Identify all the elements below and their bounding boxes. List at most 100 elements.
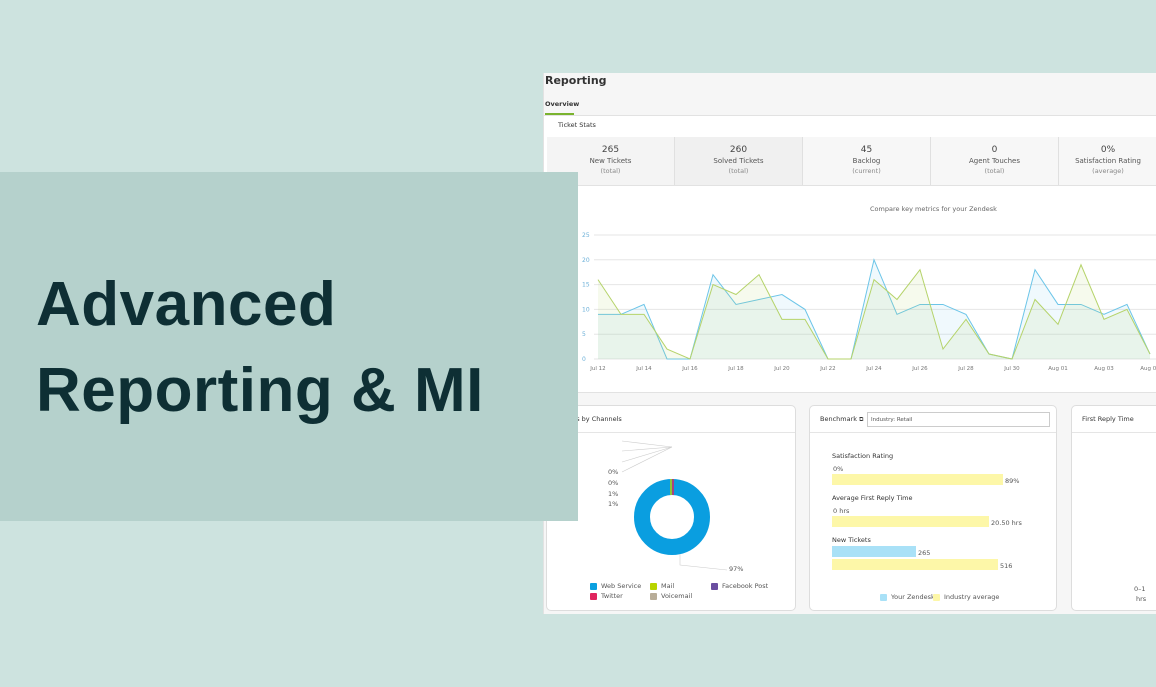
stat-label: Backlog [852, 157, 881, 165]
headline-line-1: Advanced [36, 270, 337, 339]
x-tick-label: Jul 26 [911, 366, 928, 372]
headline-line-2: Reporting & MI [36, 356, 484, 425]
stat-value: 260 [729, 145, 748, 155]
legend-your-zendesk: Your Zendesk [880, 593, 935, 601]
first-reply-panel: First Reply Time 0–1 hrs [1071, 405, 1156, 611]
bar-industry [832, 474, 1003, 485]
stat-label: New Tickets [589, 157, 632, 165]
legend-label: Mail [661, 582, 675, 590]
legend-mail[interactable]: Mail [650, 582, 674, 590]
ticket-stats-title: Ticket Stats [558, 121, 596, 129]
channels-panel: Tickets by Channels 0% 0% 1% 1% 97% Web … [546, 405, 796, 611]
legend-label: Your Zendesk [891, 593, 935, 601]
legend-label: Industry average [944, 593, 1000, 601]
series-area [598, 259, 1150, 359]
y-tick-label: 5 [582, 331, 586, 338]
donut-label: 1% [608, 490, 619, 498]
chart-title: Compare key metrics for your Zendesk [870, 205, 997, 213]
y-tick-label: 0 [582, 356, 586, 363]
series-line [597, 263, 1151, 360]
metric-label: Average First Reply Time [832, 494, 913, 502]
legend-industry-average: Industry average [933, 593, 999, 601]
line-chart: 0 5 10 15 20 25 Jul 12 Jul 14 Jul 16 Jul 18 Jul 20… [582, 232, 1156, 372]
stat-satisfaction[interactable]: 0% Satisfaction Rating (average) [1059, 137, 1156, 185]
stat-sub: (total) [984, 167, 1005, 175]
tab-overview[interactable]: Overview [545, 100, 580, 108]
legend-label: Facebook Post [722, 582, 769, 590]
benchmark-panel: Benchmark ⧉ Industry: Retail Satisfactio… [809, 405, 1057, 611]
industry-select[interactable]: Industry: Retail [867, 412, 1050, 427]
tab-active-indicator [545, 113, 574, 115]
metric-yours: 265 [918, 549, 931, 557]
y-tick-label: 10 [582, 306, 590, 313]
reporting-screenshot: Reporting Overview Ticket Stats 265 New T… [543, 73, 1156, 614]
x-tick-label: Aug 05 [1140, 366, 1156, 372]
stat-label: Agent Touches [969, 157, 1020, 165]
metric-label: New Tickets [832, 536, 871, 544]
legend-twitter[interactable]: Twitter [590, 592, 623, 600]
x-tick-label: Jul 18 [727, 366, 744, 372]
headline: Advanced Reporting & MI [36, 262, 484, 434]
x-tick-label: Jul 16 [681, 366, 698, 372]
y-tick-label: 25 [582, 232, 590, 239]
external-link-icon[interactable]: ⧉ [859, 416, 864, 423]
donut-web-service [634, 479, 710, 555]
stat-sub: (total) [728, 167, 749, 175]
donut-leaders [621, 440, 728, 571]
stat-value: 45 [860, 145, 873, 155]
stat-value: 0% [1100, 145, 1116, 155]
x-tick-label: Aug 01 [1048, 366, 1068, 372]
metric-label: Satisfaction Rating [832, 452, 894, 460]
stat-solved-tickets[interactable]: 260 Solved Tickets (total) [675, 137, 803, 185]
bar-industry [832, 516, 989, 527]
series-area [598, 264, 1150, 359]
headline-band [0, 172, 578, 521]
legend-web-service[interactable]: Web Service [590, 582, 641, 590]
x-tick-label: Jul 30 [1003, 366, 1020, 372]
donut-label: 0% [608, 468, 619, 476]
legend-label: Web Service [601, 582, 642, 590]
x-tick-label: Jul 12 [589, 366, 605, 372]
metric-industry: 20.50 hrs [991, 519, 1022, 527]
x-tick-label: Jul 24 [865, 366, 882, 372]
x-tick-label: Aug 03 [1094, 366, 1114, 372]
x-tick-label: Jul 20 [773, 366, 790, 372]
metric-industry: 516 [1000, 562, 1013, 570]
donut-chart [621, 440, 728, 571]
legend-label: Voicemail [661, 592, 693, 600]
first-reply-title: First Reply Time [1072, 406, 1156, 433]
y-tick-label: 15 [582, 282, 590, 289]
stat-value: 265 [601, 145, 620, 155]
stat-sub: (average) [1092, 167, 1124, 175]
stat-value: 0 [991, 145, 998, 155]
legend-voicemail[interactable]: Voicemail [650, 592, 692, 600]
x-tick-label: Jul 22 [819, 366, 835, 372]
bucket-unit: hrs [1136, 595, 1147, 603]
benchmark-title: Benchmark [820, 415, 858, 423]
donut-label: 0% [608, 479, 619, 487]
benchmark-header: Benchmark ⧉ Industry: Retail [810, 406, 1056, 433]
channels-title: Tickets by Channels [547, 406, 795, 433]
bar-yours [832, 546, 916, 557]
bar-industry [832, 559, 998, 570]
chart-panel [544, 185, 1156, 393]
legend-facebook-post[interactable]: Facebook Post [711, 582, 768, 590]
stat-label: Satisfaction Rating [1075, 157, 1141, 165]
donut-label: 1% [608, 500, 619, 508]
metric-industry: 89% [1005, 477, 1020, 485]
stat-agent-touches[interactable]: 0 Agent Touches (total) [931, 137, 1059, 185]
y-tick-label: 20 [582, 257, 590, 264]
stat-sub: (total) [600, 167, 621, 175]
metric-yours: 0% [833, 465, 844, 473]
metric-yours: 0 hrs [833, 507, 850, 515]
x-tick-label: Jul 14 [635, 366, 652, 372]
donut-label: 97% [729, 565, 744, 573]
x-tick-label: Jul 28 [957, 366, 974, 372]
stat-sub: (current) [852, 167, 881, 175]
page-title: Reporting [545, 74, 607, 87]
legend-label: Twitter [601, 592, 623, 600]
stat-backlog[interactable]: 45 Backlog (current) [803, 137, 931, 185]
bucket-label: 0–1 [1134, 585, 1146, 593]
stat-label: Solved Tickets [713, 157, 764, 165]
stat-new-tickets[interactable]: 265 New Tickets (total) [547, 137, 675, 185]
